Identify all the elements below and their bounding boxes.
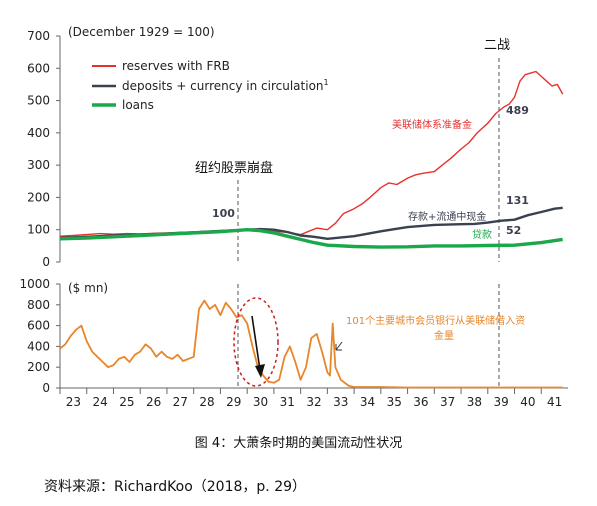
borrowing-annotation-line2: 金量	[434, 329, 454, 342]
top-y-tick-label: 200	[27, 190, 50, 204]
x-tick-label: 38	[467, 395, 482, 409]
top-unit-note: (December 1929 = 100)	[68, 25, 215, 39]
x-tick-label: 32	[306, 395, 321, 409]
crash-down-arrow-head	[255, 364, 265, 378]
x-tick-label: 41	[547, 395, 562, 409]
top-y-tick-label: 500	[27, 94, 50, 108]
series-line-borrowing	[59, 299, 563, 389]
x-tick-label: 39	[494, 395, 509, 409]
top-y-tick-label: 100	[27, 223, 50, 237]
borrowing-annotation-line1: 101个主要城市会员银行从美联储借入资	[346, 314, 525, 327]
bottom-y-tick-label: 400	[27, 339, 50, 353]
bottom-y-tick-label: 0	[42, 381, 50, 395]
spike-pointer-arrow	[335, 341, 343, 351]
label-52: 52	[506, 224, 521, 237]
bottom-series	[59, 299, 563, 389]
series-line-loans	[59, 228, 563, 249]
top-y-ticks: 0 100 200 300 400 500 600 700	[27, 29, 60, 269]
x-tick-label: 34	[360, 395, 375, 409]
annotation-crash: 纽约股票崩盘	[195, 160, 273, 176]
x-tick-label: 35	[387, 395, 402, 409]
annotation-reserves-cn: 美联储体系准备金	[392, 118, 472, 131]
figure-caption: 图 4：大萧条时期的美国流动性状况	[194, 436, 403, 451]
x-tick-label: 28	[199, 395, 214, 409]
borrowing-annotation-part2: 金量	[434, 329, 454, 342]
label-100: 100	[212, 207, 235, 220]
x-tick-label: 31	[280, 395, 295, 409]
annotation-ww2: 二战	[484, 38, 510, 53]
annotation-loans-cn: 贷款	[472, 228, 492, 241]
legend-label-deposits: deposits + currency in circulation1	[122, 78, 329, 93]
bottom-y-tick-label: 200	[27, 360, 50, 374]
legend: reserves with FRB deposits + currency in…	[92, 59, 329, 112]
legend-label-reserves: reserves with FRB	[122, 59, 230, 73]
x-tick-label: 26	[146, 395, 161, 409]
top-y-tick-label: 0	[42, 255, 50, 269]
top-y-tick-label: 300	[27, 158, 50, 172]
bottom-y-tick-label: 1000	[19, 277, 50, 291]
label-131: 131	[506, 194, 529, 207]
x-tick-label: 30	[253, 395, 268, 409]
x-tick-label: 27	[173, 395, 188, 409]
crash-down-arrow	[251, 315, 261, 371]
bottom-x-ticks: 23 24 25 26 27 28 29 30 31 32 33 34 35 36 37 38 39 40 41	[59, 388, 562, 409]
x-tick-label: 36	[413, 395, 428, 409]
top-panel: 0 100 200 300 400 500 600 700 (December 1929 = …	[27, 25, 564, 269]
top-y-tick-label: 700	[27, 29, 50, 43]
x-tick-label: 24	[92, 395, 107, 409]
crash-highlight-ellipse	[233, 297, 279, 387]
x-tick-label: 33	[333, 395, 348, 409]
bottom-unit-note: ($ mn)	[68, 281, 108, 295]
top-y-tick-label: 400	[27, 126, 50, 140]
borrowing-annotation: 101个主要城市会员银行从美联储借入资	[346, 314, 525, 327]
bottom-y-tick-label: 600	[27, 319, 50, 333]
x-tick-label: 40	[520, 395, 535, 409]
x-tick-label: 37	[440, 395, 455, 409]
legend-label-loans: loans	[122, 98, 154, 112]
bottom-panel: 0 200 400 600 800 1000 23 24 25 26 27 28 29 30 31 32 33…	[19, 277, 568, 409]
label-489: 489	[506, 104, 529, 117]
legend-superscript: 1	[324, 78, 329, 87]
top-y-tick-label: 600	[27, 61, 50, 75]
x-tick-label: 29	[226, 395, 241, 409]
bottom-y-tick-label: 800	[27, 298, 50, 312]
bottom-y-ticks: 0 200 400 600 800 1000	[19, 277, 60, 395]
source-note: 资料来源：RichardKoo（2018，p. 29）	[44, 479, 307, 495]
annotation-deposits-cn: 存款+流通中现金	[408, 210, 486, 223]
x-tick-label: 25	[119, 395, 134, 409]
series-line-reserves-with-frb	[59, 70, 564, 237]
top-series	[59, 70, 564, 249]
x-tick-label: 23	[66, 395, 81, 409]
